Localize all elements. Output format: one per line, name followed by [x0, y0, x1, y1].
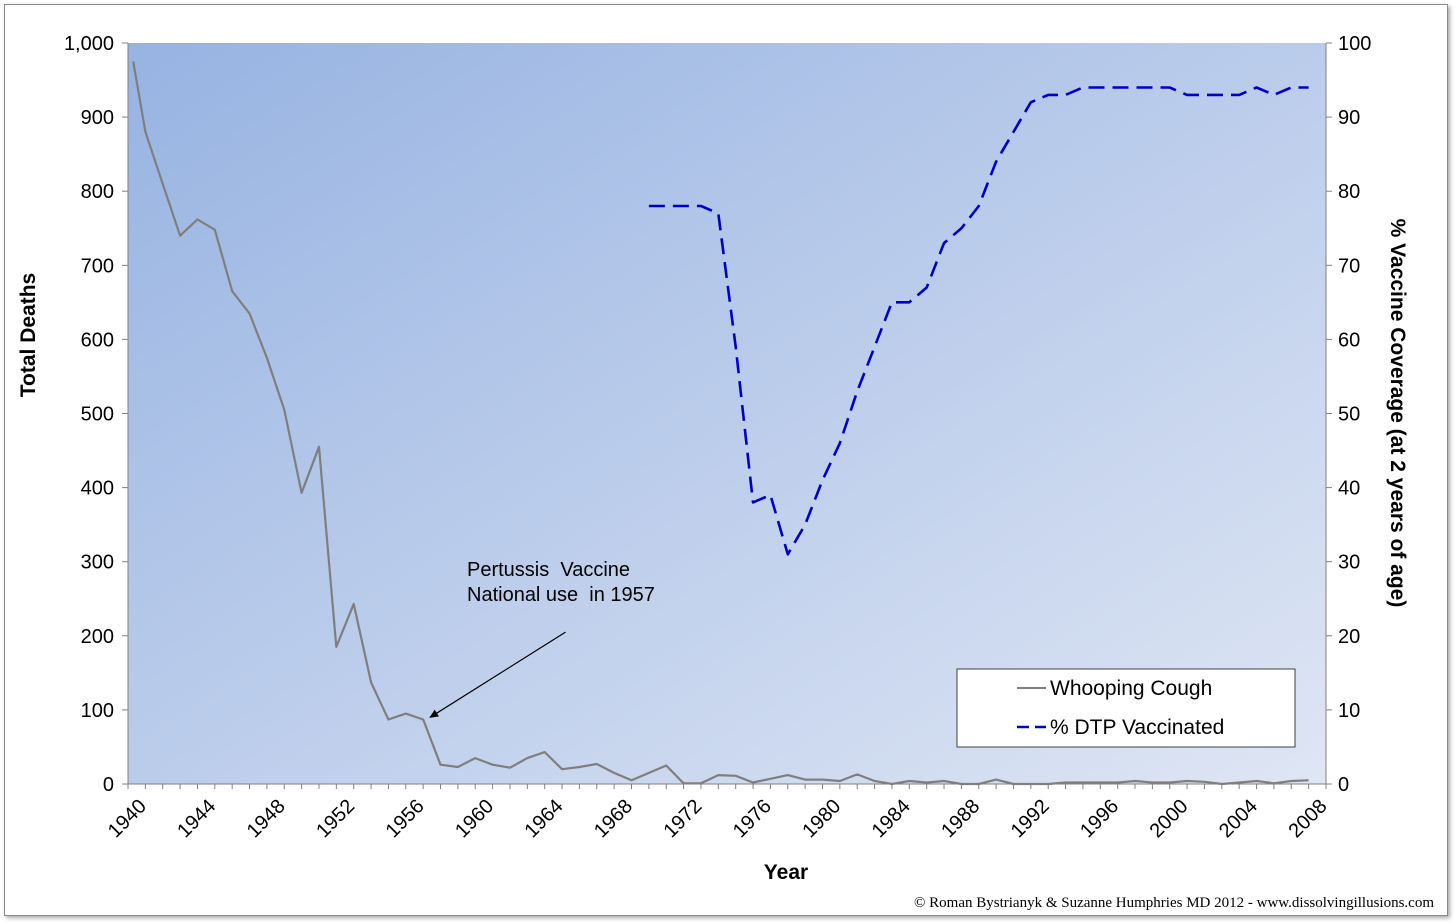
x-tick-label: 1960	[451, 795, 498, 842]
x-tick-label: 2000	[1146, 795, 1193, 842]
x-tick-label: 1972	[659, 795, 706, 842]
x-tick-label: 1996	[1076, 795, 1123, 842]
plot-area	[128, 43, 1326, 784]
legend-box	[956, 668, 1296, 748]
x-axis-title: Year	[764, 861, 808, 884]
left-y-tick-label: 500	[81, 404, 114, 426]
series-lines	[132, 61, 1309, 786]
x-tick-label: 1952	[312, 795, 359, 842]
x-axis-ticks: 1940 1944 1948 1952 1956 1960 1964 1968 1972 1976…	[104, 795, 1332, 842]
dtp-vaccinated-line	[648, 86, 1309, 556]
right-y-tick-label: 60	[1338, 329, 1360, 351]
annotation-arrow	[429, 631, 566, 718]
copyright-credit: © Roman Bystrianyk & Suzanne Humphries M…	[914, 895, 1434, 911]
left-y-tick-label: 100	[81, 700, 114, 722]
right-y-tick-label: 80	[1338, 181, 1360, 203]
x-tick-label: 1964	[521, 795, 568, 842]
x-tick-label: 1948	[243, 795, 290, 842]
left-y-axis-ticks: 0 100 200 300 400 500 600 700 800 900 1,000	[64, 33, 128, 796]
right-y-tick-label: 0	[1338, 774, 1349, 796]
left-y-tick-label: 700	[81, 255, 114, 277]
left-y-tick-label: 200	[81, 626, 114, 648]
right-y-axis-ticks: 0 10 20 30 40 50 60 70 80 90 100	[1326, 33, 1371, 796]
right-y-tick-label: 50	[1338, 404, 1360, 426]
legend-label-whooping-cough: Whooping Cough	[1050, 677, 1212, 700]
x-tick-label: 1992	[1007, 795, 1054, 842]
left-y-tick-label: 300	[81, 552, 114, 574]
left-y-tick-label: 800	[81, 181, 114, 203]
x-tick-label: 1984	[868, 795, 915, 842]
left-y-tick-label: 0	[103, 774, 114, 796]
annotation-line-2: National use in 1957	[467, 584, 655, 606]
right-y-tick-label: 10	[1338, 700, 1360, 722]
x-tick-label: 1940	[104, 795, 151, 842]
right-y-tick-label: 70	[1338, 255, 1360, 277]
whooping-cough-line	[132, 61, 1309, 786]
left-y-axis-title: Total Deaths	[17, 273, 40, 397]
left-y-tick-label: 600	[81, 329, 114, 351]
x-tick-label: 1956	[382, 795, 429, 842]
x-tick-label: 1980	[798, 795, 845, 842]
left-y-tick-label: 400	[81, 478, 114, 500]
legend-label-dtp-vaccinated: % DTP Vaccinated	[1050, 716, 1224, 739]
right-y-tick-label: 40	[1338, 478, 1360, 500]
x-tick-label: 1976	[729, 795, 776, 842]
right-y-tick-label: 30	[1338, 552, 1360, 574]
x-tick-label: 2008	[1284, 795, 1331, 842]
right-y-tick-label: 20	[1338, 626, 1360, 648]
x-tick-label: 1944	[173, 795, 220, 842]
x-tick-label: 1968	[590, 795, 637, 842]
right-y-axis-title: % Vaccine Coverage (at 2 years of age)	[1386, 219, 1409, 608]
left-y-tick-label: 900	[81, 107, 114, 129]
right-y-tick-label: 90	[1338, 107, 1360, 129]
left-y-tick-label: 1,000	[64, 33, 114, 55]
x-tick-label: 2004	[1215, 795, 1262, 842]
annotation: Pertussis Vaccine National use in 1957	[429, 559, 655, 718]
x-tick-label: 1988	[937, 795, 984, 842]
annotation-line-1: Pertussis Vaccine	[467, 559, 630, 581]
legend: Whooping Cough % DTP Vaccinated	[956, 668, 1296, 748]
right-y-tick-label: 100	[1338, 33, 1371, 55]
